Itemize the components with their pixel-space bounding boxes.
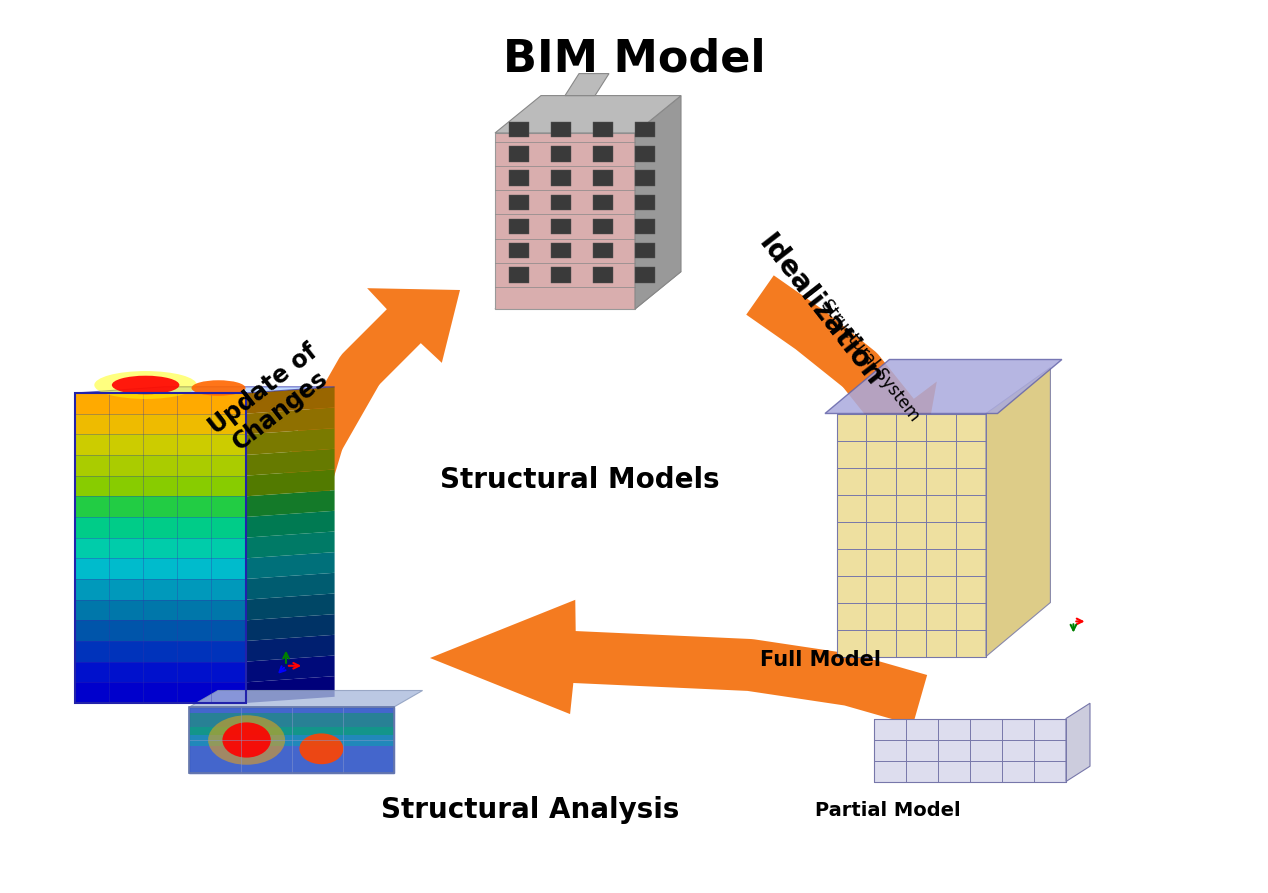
Polygon shape [635, 267, 656, 282]
Polygon shape [552, 219, 571, 234]
Polygon shape [593, 171, 612, 186]
Polygon shape [635, 219, 656, 234]
Polygon shape [593, 195, 612, 210]
Polygon shape [635, 243, 656, 258]
Polygon shape [874, 719, 1066, 781]
Polygon shape [75, 387, 335, 393]
Polygon shape [246, 470, 335, 497]
Text: Structural System: Structural System [817, 296, 923, 424]
Polygon shape [508, 122, 529, 138]
Polygon shape [246, 676, 335, 703]
Polygon shape [75, 517, 246, 538]
Polygon shape [281, 288, 460, 497]
Polygon shape [825, 360, 1061, 413]
Polygon shape [246, 614, 335, 641]
Polygon shape [593, 146, 612, 162]
Text: BIM Model: BIM Model [502, 38, 766, 81]
Polygon shape [495, 96, 681, 133]
Polygon shape [495, 133, 635, 309]
Polygon shape [508, 243, 529, 258]
Polygon shape [246, 449, 335, 476]
Polygon shape [987, 368, 1050, 656]
Polygon shape [552, 267, 571, 282]
Polygon shape [593, 219, 612, 234]
Polygon shape [75, 558, 246, 579]
Polygon shape [75, 393, 246, 413]
Polygon shape [189, 727, 394, 746]
Ellipse shape [208, 715, 285, 764]
Polygon shape [75, 497, 246, 517]
Polygon shape [552, 195, 571, 210]
Polygon shape [75, 662, 246, 682]
Polygon shape [508, 195, 529, 210]
Ellipse shape [191, 380, 246, 396]
Polygon shape [635, 96, 681, 309]
Polygon shape [552, 243, 571, 258]
Ellipse shape [94, 371, 197, 399]
Polygon shape [430, 600, 927, 725]
Polygon shape [246, 511, 335, 538]
Polygon shape [495, 271, 681, 309]
Polygon shape [75, 538, 246, 558]
Polygon shape [75, 455, 246, 476]
Polygon shape [75, 413, 246, 434]
Polygon shape [635, 146, 656, 162]
Polygon shape [75, 621, 246, 641]
Polygon shape [508, 219, 529, 234]
Polygon shape [635, 171, 656, 186]
Polygon shape [508, 267, 529, 282]
Polygon shape [75, 579, 246, 600]
Polygon shape [246, 407, 335, 434]
Polygon shape [508, 146, 529, 162]
Text: Update of
Changes: Update of Changes [204, 339, 340, 461]
Polygon shape [189, 713, 394, 735]
Polygon shape [75, 641, 246, 662]
Polygon shape [593, 122, 612, 138]
Polygon shape [552, 171, 571, 186]
Polygon shape [246, 428, 335, 455]
Text: Structural Models: Structural Models [440, 466, 720, 494]
Polygon shape [552, 146, 571, 162]
Polygon shape [635, 122, 656, 138]
Polygon shape [246, 572, 335, 600]
Text: Partial Model: Partial Model [815, 800, 961, 820]
Polygon shape [566, 73, 609, 96]
Polygon shape [747, 275, 937, 475]
Ellipse shape [299, 733, 344, 764]
Polygon shape [508, 171, 529, 186]
Polygon shape [552, 122, 571, 138]
Polygon shape [246, 594, 335, 621]
Ellipse shape [112, 376, 179, 395]
Polygon shape [837, 413, 987, 656]
Polygon shape [593, 267, 612, 282]
Polygon shape [75, 476, 246, 497]
Polygon shape [75, 434, 246, 455]
Polygon shape [246, 635, 335, 662]
Polygon shape [593, 243, 612, 258]
Polygon shape [246, 490, 335, 517]
Polygon shape [246, 387, 335, 413]
Polygon shape [75, 682, 246, 703]
Polygon shape [246, 552, 335, 579]
Text: Full Model: Full Model [760, 650, 881, 670]
Ellipse shape [222, 722, 271, 757]
Polygon shape [1066, 703, 1090, 781]
Polygon shape [75, 600, 246, 621]
Text: Structural Analysis: Structural Analysis [380, 796, 680, 824]
Polygon shape [189, 707, 394, 773]
Polygon shape [246, 531, 335, 558]
Polygon shape [189, 690, 422, 707]
Polygon shape [246, 655, 335, 682]
Polygon shape [635, 195, 656, 210]
Text: Idealization: Idealization [752, 229, 888, 391]
